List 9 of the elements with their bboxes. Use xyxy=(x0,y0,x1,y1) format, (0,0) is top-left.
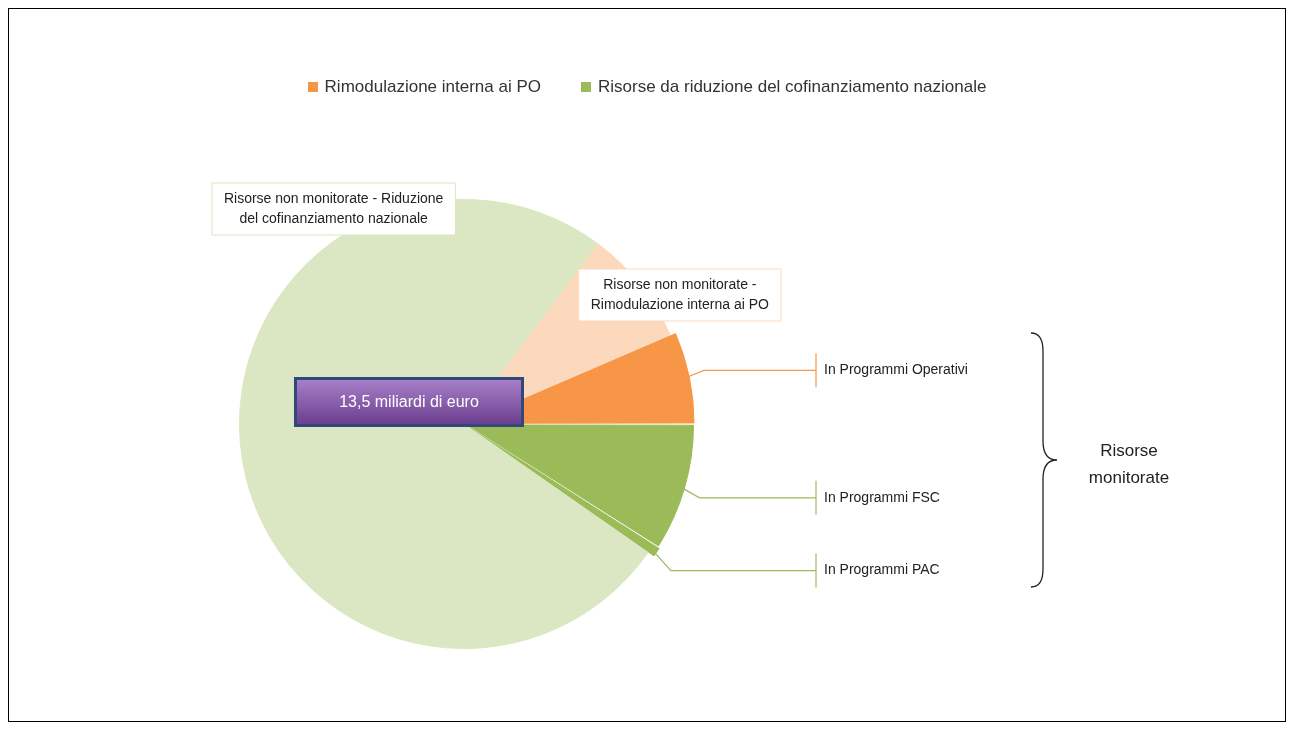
text: Risorse da riduzione del cofinanziamento nazionale xyxy=(598,77,987,97)
text: Risorse monitorate xyxy=(1087,440,1171,489)
slice-label: In Programmi PAC xyxy=(824,561,940,578)
text: 13,5 miliardi di euro xyxy=(294,377,524,427)
slice-label: In Programmi FSC xyxy=(824,488,940,505)
slice-label: Risorse non monitorate - Riduzione del cofinanziamento nazionale xyxy=(223,189,444,226)
slice-label: Risorse non monitorate - Rimodulazione interna ai PO xyxy=(590,275,770,312)
slice-label: In Programmi Operativi xyxy=(824,361,968,378)
text: Rimodulazione interna ai PO xyxy=(324,77,541,97)
